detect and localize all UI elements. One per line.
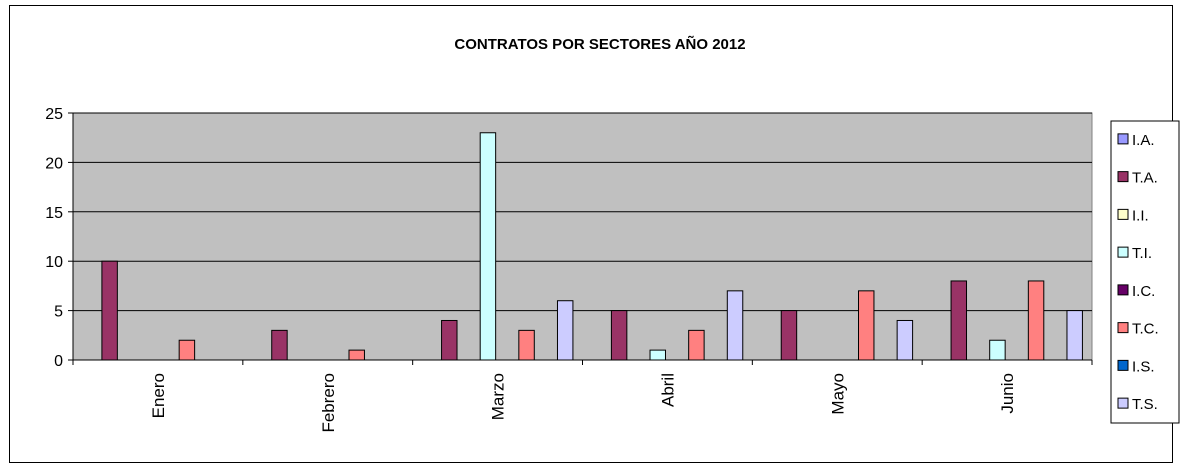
legend-swatch (1117, 322, 1129, 334)
bar (101, 260, 118, 361)
legend-swatch (1117, 359, 1129, 371)
bar (1066, 310, 1083, 361)
legend-label: I.A. (1132, 132, 1155, 149)
legend-label: I.S. (1132, 358, 1155, 375)
bar (688, 329, 705, 361)
y-tick-label: 0 (54, 353, 63, 370)
bar (1027, 280, 1045, 361)
bar (858, 290, 875, 361)
legend-box (1110, 120, 1180, 424)
bar (950, 280, 968, 361)
legend: I.A. T.A. I.I. T.I. I.C. T.C. I.S. T.S. (1110, 120, 1180, 424)
legend-swatch (1117, 246, 1129, 258)
bar (610, 310, 628, 361)
x-tick-label: Junio (998, 373, 1017, 414)
bar (479, 132, 497, 361)
bar (780, 310, 798, 361)
x-tick-label: Enero (149, 373, 168, 418)
bar (989, 339, 1006, 361)
bar (178, 339, 196, 361)
legend-swatch (1117, 171, 1129, 183)
bar (348, 349, 365, 361)
y-tick-label: 10 (45, 254, 63, 271)
y-tick-label: 20 (45, 155, 63, 172)
legend-swatch (1117, 284, 1129, 296)
legend-swatch (1117, 133, 1129, 145)
y-tick-label: 5 (54, 304, 63, 321)
legend-label: T.A. (1132, 170, 1158, 187)
x-tick-label: Marzo (489, 373, 508, 420)
bar (518, 329, 535, 361)
x-tick-label: Febrero (319, 373, 338, 433)
bar (556, 300, 574, 361)
bar (649, 349, 666, 361)
legend-label: T.S. (1132, 396, 1158, 413)
plot-area (72, 112, 1093, 361)
bar (896, 319, 914, 361)
x-tick-label: Abril (658, 373, 677, 407)
bar (271, 329, 288, 361)
bar (726, 290, 744, 361)
legend-label: T.C. (1132, 321, 1159, 338)
legend-label: I.I. (1132, 207, 1149, 224)
x-tick-label: Mayo (828, 373, 847, 415)
legend-label: T.I. (1132, 245, 1152, 262)
bar (441, 319, 458, 361)
chart-title: CONTRATOS POR SECTORES AÑO 2012 (454, 35, 745, 53)
legend-swatch (1117, 397, 1129, 409)
y-tick-label: 15 (45, 205, 63, 222)
legend-swatch (1117, 208, 1129, 220)
y-tick-label: 25 (45, 106, 63, 123)
legend-label: I.C. (1132, 283, 1155, 300)
